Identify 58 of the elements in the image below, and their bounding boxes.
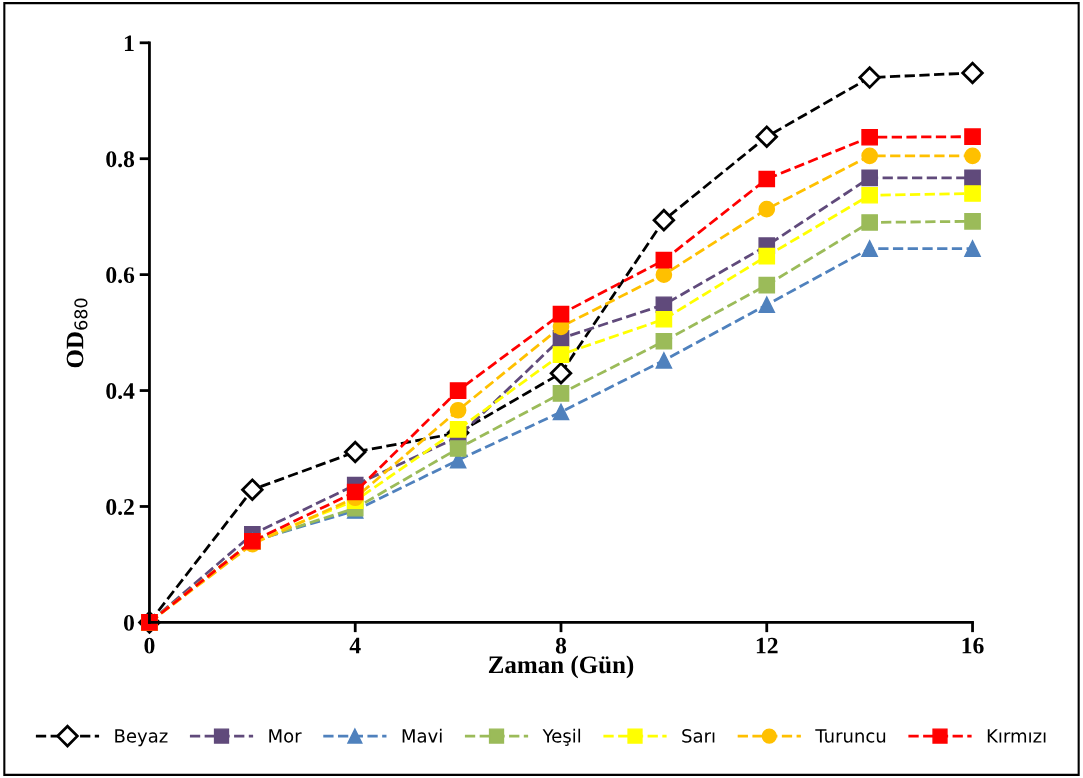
- point: [861, 240, 878, 257]
- point: [964, 128, 981, 146]
- point: [861, 169, 878, 187]
- point: [861, 214, 878, 231]
- point: [861, 147, 878, 165]
- point: [861, 128, 878, 146]
- point: [655, 352, 673, 369]
- legend-label: Mavi: [402, 728, 442, 743]
- x-tick-label: 0: [144, 637, 155, 654]
- legend-label: Mor: [269, 729, 302, 743]
- point: [858, 66, 881, 89]
- point: [758, 296, 776, 314]
- point: [758, 170, 776, 188]
- point: [652, 208, 676, 232]
- point: [964, 147, 981, 165]
- y-tick-label: 0.4: [106, 383, 135, 400]
- point: [449, 401, 467, 419]
- point: [552, 385, 570, 402]
- legend-label: Sarı: [682, 729, 715, 743]
- point: [964, 240, 981, 257]
- point: [964, 185, 981, 202]
- point: [964, 212, 981, 230]
- point: [346, 483, 364, 501]
- point: [655, 332, 673, 350]
- x-axis-title: Zaman (Gün): [488, 655, 634, 679]
- x-tick-label: 4: [349, 637, 361, 654]
- point: [964, 169, 981, 187]
- point: [241, 478, 264, 501]
- y-tick-label: 0.2: [106, 498, 134, 516]
- point: [961, 61, 984, 85]
- x-tick-label: 16: [962, 637, 984, 654]
- point: [449, 382, 467, 399]
- point: [344, 440, 367, 464]
- y-tick-label: 0.8: [106, 151, 135, 168]
- point: [755, 125, 778, 148]
- y-tick-label: 0: [123, 614, 134, 631]
- point: [758, 276, 776, 294]
- point: [758, 247, 776, 265]
- legend-label: Yeşil: [542, 728, 581, 746]
- point: [552, 346, 570, 363]
- y-axis-title: OD$_{680}$: [66, 298, 88, 368]
- point: [449, 440, 467, 457]
- y-tick-label: 1: [124, 35, 134, 51]
- point: [758, 200, 776, 218]
- point: [552, 403, 570, 421]
- point: [552, 305, 570, 323]
- x-tick-label: 8: [555, 637, 567, 654]
- x-tick-label: 12: [756, 637, 778, 654]
- legend-label: Kırmızı: [987, 729, 1046, 743]
- y-tick-label: 0.6: [106, 267, 135, 284]
- point: [549, 361, 573, 385]
- legend-label: Beyaz: [115, 729, 168, 747]
- point: [655, 310, 673, 328]
- point: [449, 421, 467, 438]
- point: [655, 251, 673, 269]
- legend-label: Turuncu: [815, 729, 886, 743]
- point: [861, 186, 878, 204]
- point: [655, 266, 673, 283]
